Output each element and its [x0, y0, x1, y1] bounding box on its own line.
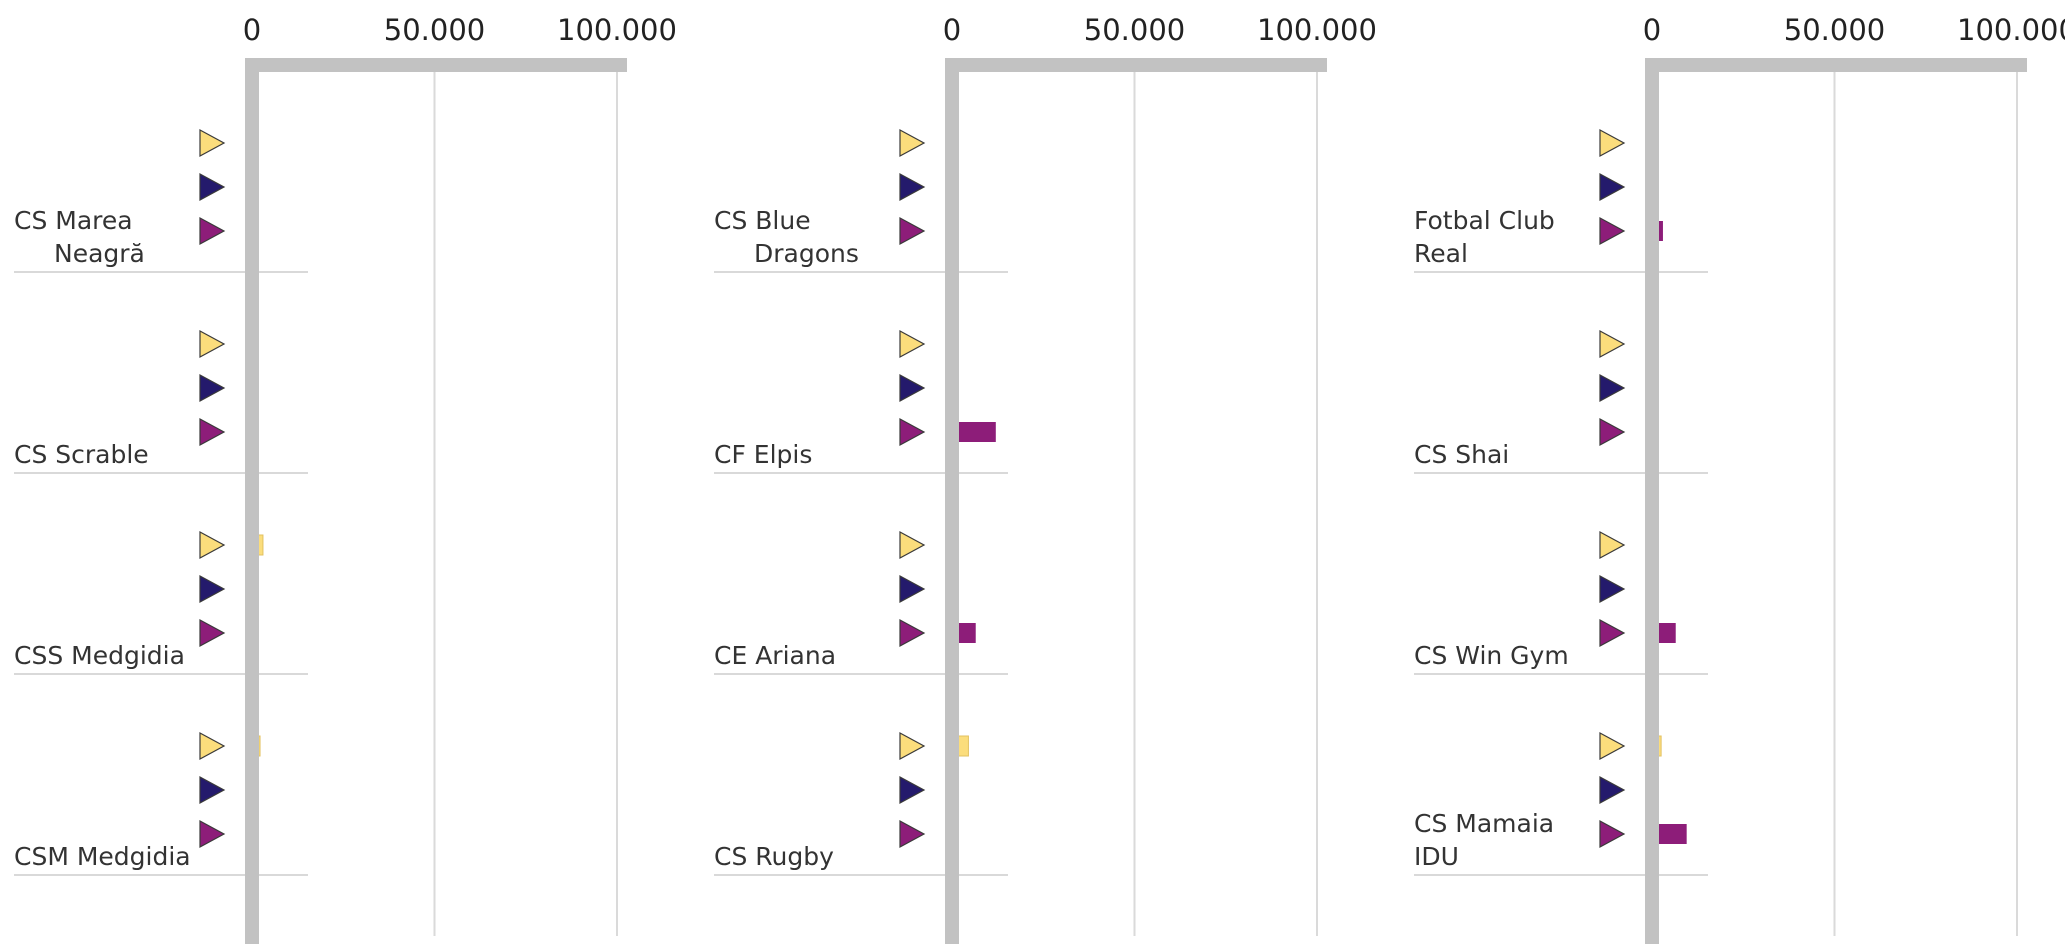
series-3-marker: [199, 618, 226, 648]
series-2-marker: [899, 775, 926, 805]
series-3-marker: [1599, 216, 1626, 246]
series-1-marker: [1599, 128, 1626, 158]
category-label: CSS Medgidia: [14, 641, 185, 670]
category-label: CS Marea: [14, 206, 133, 235]
category-label: CS Rugby: [714, 842, 834, 871]
category-label: Dragons: [754, 239, 859, 268]
series-2-marker: [1599, 574, 1626, 604]
series-1-marker: [899, 128, 926, 158]
series-2-marker: [1599, 172, 1626, 202]
category-label: IDU: [1414, 842, 1459, 871]
chart-panel-2: 0 50.000 100.000 CS Blue Dragons CF Elpis CE A…: [714, 13, 1377, 944]
series-3-marker: [1599, 417, 1626, 447]
series-2-marker: [199, 775, 226, 805]
y-axis-bar: [1645, 60, 1659, 944]
category-label: Real: [1414, 239, 1468, 268]
series-1-marker: [899, 530, 926, 560]
category-label: CS Scrable: [14, 440, 149, 469]
category-label: Neagră: [54, 239, 145, 268]
series-2-marker: [1599, 373, 1626, 403]
series-1-marker: [899, 731, 926, 761]
series-3-marker: [1599, 618, 1626, 648]
series-1-marker: [1599, 329, 1626, 359]
chart-panel-3: 0 50.000 100.000 Fotbal Club Real CS Shai CS W…: [1414, 13, 2065, 944]
series-2-marker: [899, 172, 926, 202]
series-2-marker: [899, 373, 926, 403]
series-3-marker: [199, 819, 226, 849]
y-axis-bar: [245, 60, 259, 944]
series-1-marker: [1599, 530, 1626, 560]
x-axis-bar: [245, 58, 627, 72]
tick-label: 0: [243, 13, 261, 47]
bar-4-series-3: [1652, 824, 1687, 844]
tick-label: 50.000: [384, 13, 485, 47]
series-3-marker: [899, 819, 926, 849]
series-3-marker: [199, 417, 226, 447]
series-1-marker: [899, 329, 926, 359]
tick-label: 0: [1643, 13, 1661, 47]
category-label: CSM Medgidia: [14, 842, 191, 871]
tick-label: 0: [943, 13, 961, 47]
tick-label: 50.000: [1784, 13, 1885, 47]
y-axis-bar: [945, 60, 959, 944]
x-axis-bar: [945, 58, 1327, 72]
tick-label: 100.000: [557, 13, 677, 47]
category-label: CF Elpis: [714, 440, 812, 469]
series-3-marker: [899, 216, 926, 246]
series-3-marker: [1599, 819, 1626, 849]
category-label: CS Mamaia: [1414, 809, 1554, 838]
series-2-marker: [199, 172, 226, 202]
series-3-marker: [199, 216, 226, 246]
category-label: CE Ariana: [714, 641, 836, 670]
series-1-marker: [199, 731, 226, 761]
category-label: CS Shai: [1414, 440, 1509, 469]
series-2-marker: [199, 574, 226, 604]
series-1-marker: [199, 329, 226, 359]
series-3-marker: [899, 417, 926, 447]
chart-panel-1: 0 50.000 100.000 CS Marea Neagră CS Scrable CS…: [14, 13, 677, 944]
tick-label: 100.000: [1257, 13, 1377, 47]
tick-label: 50.000: [1084, 13, 1185, 47]
series-3-marker: [899, 618, 926, 648]
series-2-marker: [899, 574, 926, 604]
category-label: Fotbal Club: [1414, 206, 1555, 235]
category-label: CS Blue: [714, 206, 811, 235]
series-1-marker: [1599, 731, 1626, 761]
series-2-marker: [199, 373, 226, 403]
tick-label: 100.000: [1957, 13, 2065, 47]
x-axis-bar: [1645, 58, 2027, 72]
series-1-marker: [199, 530, 226, 560]
category-label: CS Win Gym: [1414, 641, 1569, 670]
series-1-marker: [199, 128, 226, 158]
series-2-marker: [1599, 775, 1626, 805]
bar-2-series-3: [952, 422, 996, 442]
